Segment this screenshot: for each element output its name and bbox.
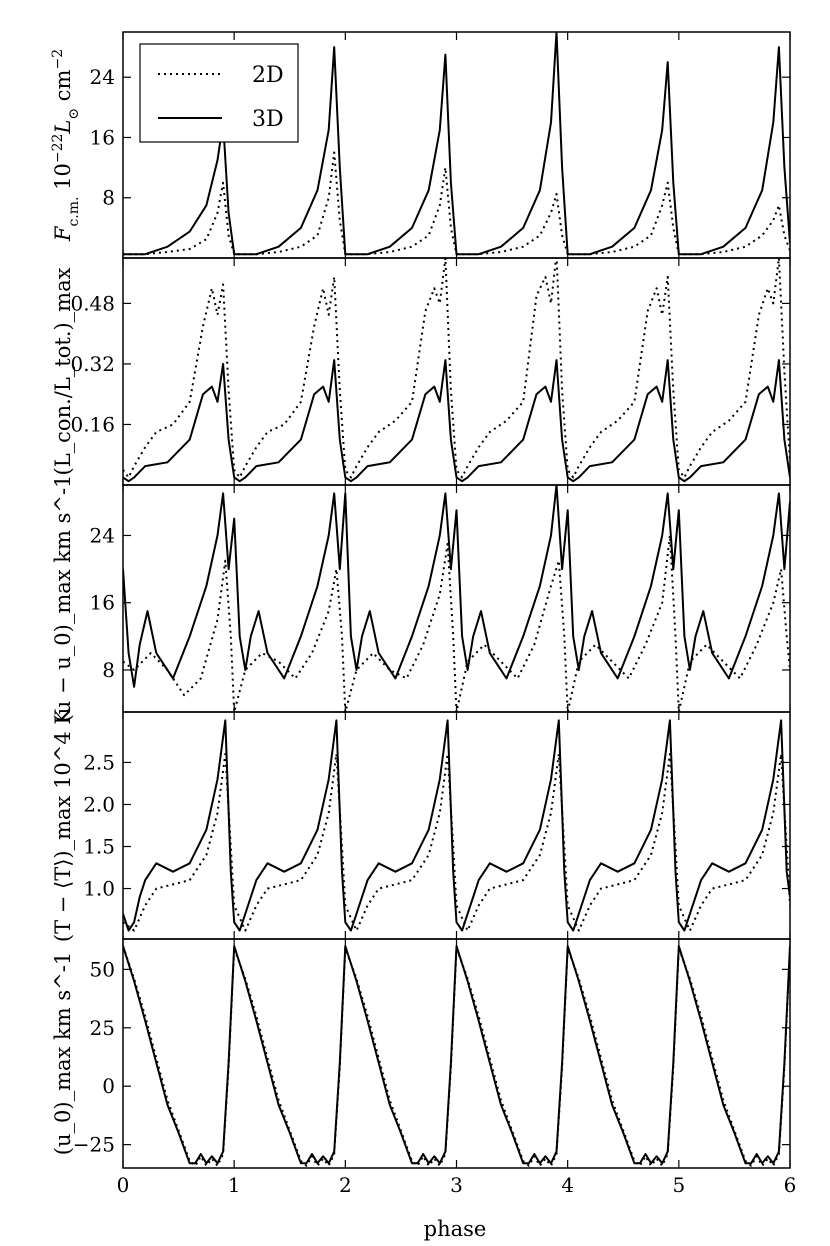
panel-2: 0.16 0.32 0.48(L_con./L_tot.)_max — [51, 257, 791, 486]
panel-1: 8 16 24 Fc.m. 10−22L⊙ cm−2 — [50, 31, 791, 259]
series-2d-line-panel-2 — [123, 258, 790, 479]
panel-4: 1.0 1.5 2.0 2.5 (T − ⟨T⟩)_max 10^4 K — [51, 709, 791, 943]
x-tick-label: 1 — [228, 1173, 241, 1197]
y-axis-label-panel-1: Fc.m. 10−22L⊙ cm−2 — [50, 49, 82, 242]
legend: 2D 3D — [139, 43, 299, 143]
y-tick-label: 24 — [90, 65, 115, 89]
series-2d-line-panel-1 — [123, 151, 790, 256]
x-tick-label: 3 — [450, 1173, 463, 1197]
y-tick-label: 0.16 — [70, 412, 115, 436]
y-tick-label: 0.48 — [70, 291, 115, 315]
series-2d-line-panel-3 — [123, 534, 790, 712]
legend-box — [139, 43, 299, 143]
y-tick-label: 1.0 — [83, 877, 115, 901]
y-tick-label: 8 — [102, 658, 115, 682]
y-tick-label: 1.5 — [83, 835, 115, 859]
y-tick-label: 8 — [102, 186, 115, 210]
x-tick-label: 5 — [672, 1173, 685, 1197]
y-tick-label: 25 — [90, 1016, 115, 1040]
y-tick-label: 50 — [90, 957, 115, 981]
y-tick-label: 16 — [90, 591, 115, 615]
y-tick-label: 2.5 — [83, 750, 115, 774]
y-axis-label-panel-2: (L_con./L_tot.)_max — [51, 267, 75, 475]
y-tick-label: 24 — [90, 523, 115, 547]
panel-frame — [122, 938, 791, 1169]
series-3d-line-panel-2 — [123, 359, 790, 483]
legend-3d-label: 3D — [252, 107, 284, 132]
y-tick-label: 16 — [90, 125, 115, 149]
series-3d-line-panel-3 — [123, 485, 790, 688]
x-axis-label: phase — [424, 1217, 487, 1241]
x-tick-label: 6 — [784, 1173, 797, 1197]
y-axis-label-panel-5: (u_0)_max km s^-1 — [51, 952, 75, 1155]
y-tick-label: 0 — [102, 1074, 115, 1098]
panel-3: 8 16 24 (u − u_0)_max km s^-1 — [51, 475, 791, 723]
x-tick-label: 2 — [339, 1173, 352, 1197]
series-3d-line-panel-4 — [123, 719, 790, 932]
panel-5: −25 0 25 50 (u_0)_max km s^-1 — [51, 938, 791, 1169]
x-tick-label: 0 — [117, 1173, 130, 1197]
y-axis-label-panel-4: (T − ⟨T⟩)_max 10^4 K — [51, 709, 75, 943]
y-tick-label: 0.32 — [70, 352, 115, 376]
panel-frame — [122, 711, 791, 940]
legend-2d-label: 2D — [252, 63, 284, 88]
series-3d-line-panel-5 — [123, 945, 790, 1165]
y-axis-label-panel-3: (u − u_0)_max km s^-1 — [51, 475, 75, 723]
series-2d-line-panel-4 — [123, 753, 790, 932]
y-tick-label: 2.0 — [83, 792, 115, 816]
y-tick-label: −25 — [73, 1133, 115, 1157]
x-tick-label: 4 — [561, 1173, 574, 1197]
